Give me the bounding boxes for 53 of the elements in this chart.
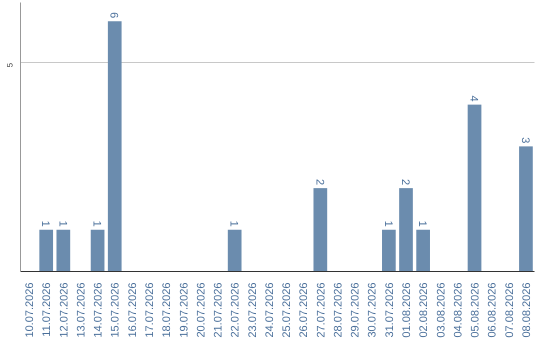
- x-tick-label: 10.07.2026: [24, 282, 36, 338]
- x-tick-label: 17.07.2026: [144, 282, 156, 338]
- bar: [56, 230, 70, 272]
- x-tick-label: 11.07.2026: [41, 282, 54, 337]
- x-tick-label: 06.08.2026: [486, 282, 499, 338]
- x-tick-label: 26.07.2026: [298, 282, 310, 338]
- x-tick-label: 20.07.2026: [195, 282, 208, 338]
- x-tick-label: 14.07.2026: [92, 282, 105, 338]
- x-tick-label: 22.07.2026: [230, 282, 242, 338]
- data-label: 3: [518, 137, 531, 144]
- x-tick-label: 13.07.2026: [75, 282, 88, 338]
- bar: [39, 230, 54, 272]
- bar: [90, 230, 104, 272]
- x-tick-label: 31.07.2026: [384, 282, 396, 338]
- data-label: 1: [228, 220, 240, 227]
- data-label: 1: [39, 220, 52, 227]
- x-tick-label: 18.07.2026: [161, 282, 174, 338]
- data-label: 2: [399, 178, 411, 186]
- x-tick-label: 28.07.2026: [332, 282, 344, 338]
- x-tick-label: 23.07.2026: [246, 282, 259, 338]
- x-tick-label: 30.07.2026: [366, 282, 379, 338]
- data-label: 2: [313, 178, 326, 186]
- bar: [382, 230, 396, 272]
- bar: [228, 230, 242, 272]
- x-tick-label: 12.07.2026: [58, 282, 70, 338]
- x-tick-label: 08.08.2026: [520, 282, 533, 338]
- x-tick-label: 07.08.2026: [504, 282, 516, 338]
- x-tick-label: 27.07.2026: [315, 282, 328, 338]
- x-tick-label: 19.07.2026: [178, 282, 190, 338]
- bar: [519, 146, 533, 272]
- x-tick-label: 01.08.2026: [401, 282, 413, 338]
- data-label: 1: [90, 220, 103, 227]
- x-tick-label: 16.07.2026: [126, 282, 139, 338]
- x-tick-label: 04.08.2026: [452, 282, 464, 338]
- bar: [468, 104, 482, 272]
- y-tick-label: 5: [6, 62, 14, 68]
- x-tick-label: 15.07.2026: [110, 282, 122, 338]
- x-tick-label: 21.07.2026: [212, 282, 225, 338]
- data-label: 4: [468, 96, 480, 102]
- x-tick-label: 02.08.2026: [418, 282, 430, 338]
- x-tick-label: 29.07.2026: [350, 282, 362, 338]
- bar: [399, 188, 413, 272]
- x-tick-label: 05.08.2026: [470, 282, 482, 338]
- bar: [108, 21, 122, 272]
- data-label: 1: [416, 220, 428, 227]
- x-tick-label: 25.07.2026: [281, 282, 294, 338]
- data-label: 6: [108, 12, 120, 18]
- bar: [313, 188, 328, 272]
- data-label: 1: [56, 220, 68, 227]
- bar: [416, 230, 430, 272]
- x-tick-label: 03.08.2026: [435, 282, 448, 338]
- x-tick-label: 24.07.2026: [264, 282, 276, 338]
- data-label: 1: [382, 220, 394, 227]
